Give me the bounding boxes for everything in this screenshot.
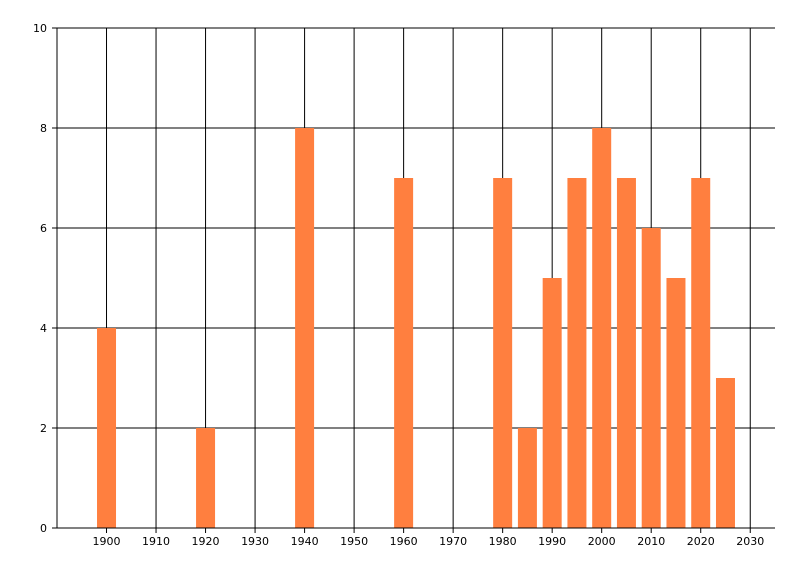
bar bbox=[691, 178, 711, 528]
bar bbox=[394, 178, 414, 528]
y-tick-label: 6 bbox=[40, 222, 47, 235]
bar bbox=[616, 178, 636, 528]
x-tick-label: 2030 bbox=[736, 535, 764, 548]
bar bbox=[517, 428, 537, 528]
bar bbox=[295, 128, 315, 528]
x-tick-label: 2020 bbox=[687, 535, 715, 548]
x-tick-label: 2000 bbox=[588, 535, 616, 548]
bar bbox=[592, 128, 612, 528]
bar bbox=[493, 178, 513, 528]
y-tick-label: 10 bbox=[33, 22, 47, 35]
y-tick-label: 4 bbox=[40, 322, 47, 335]
x-tick-label: 1980 bbox=[489, 535, 517, 548]
y-tick-label: 8 bbox=[40, 122, 47, 135]
y-axis-ticks: 0 2 4 6 8 10 bbox=[33, 22, 57, 535]
x-tick-label: 1960 bbox=[390, 535, 418, 548]
bar bbox=[196, 428, 216, 528]
y-tick-label: 2 bbox=[40, 422, 47, 435]
bar bbox=[567, 178, 587, 528]
x-axis-ticks: 1900 1910 1920 1930 1940 1950 1960 1970 1980 1990… bbox=[93, 528, 764, 548]
bar bbox=[715, 378, 735, 528]
y-tick-label: 0 bbox=[40, 522, 47, 535]
x-tick-label: 1910 bbox=[142, 535, 170, 548]
bar bbox=[666, 278, 686, 528]
bar bbox=[97, 328, 117, 528]
x-tick-label: 1900 bbox=[93, 535, 121, 548]
x-tick-label: 1990 bbox=[538, 535, 566, 548]
x-tick-label: 1940 bbox=[291, 535, 319, 548]
axes bbox=[56, 28, 775, 529]
bar bbox=[542, 278, 562, 528]
bar bbox=[641, 228, 661, 528]
x-tick-label: 1970 bbox=[439, 535, 467, 548]
x-tick-label: 1950 bbox=[340, 535, 368, 548]
x-tick-label: 1920 bbox=[192, 535, 220, 548]
x-tick-label: 2010 bbox=[637, 535, 665, 548]
bars bbox=[97, 128, 735, 528]
x-tick-label: 1930 bbox=[241, 535, 269, 548]
